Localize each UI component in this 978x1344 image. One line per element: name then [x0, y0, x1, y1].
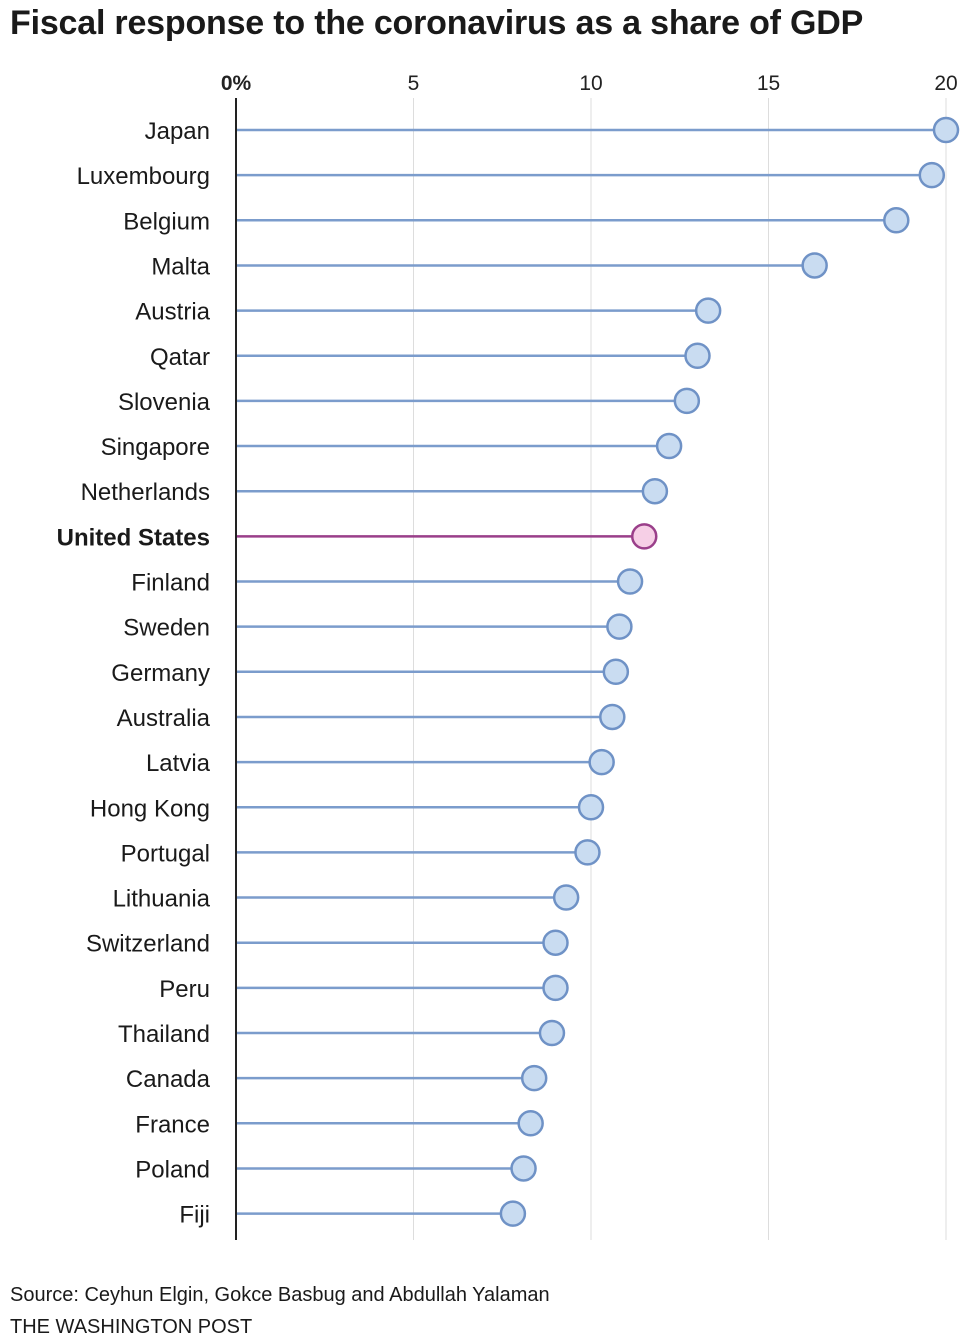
- category-label-switzerland: Switzerland: [86, 931, 210, 958]
- lollipop-thailand: [237, 1019, 566, 1047]
- dot-australia: [599, 703, 626, 731]
- dot-switzerland: [542, 929, 569, 956]
- dot-singapore: [655, 432, 683, 460]
- lollipop-japan: [237, 116, 960, 144]
- category-label-portugal: Portugal: [121, 840, 210, 867]
- lollipop-latvia: [237, 748, 615, 776]
- category-label-qatar: Qatar: [150, 344, 210, 371]
- chart-title: Fiscal response to the coronavirus as a …: [10, 4, 864, 42]
- source-note: Source: Ceyhun Elgin, Gokce Basbug and A…: [10, 1284, 550, 1306]
- dot-poland: [510, 1155, 537, 1182]
- lollipop-hong-kong: [237, 794, 605, 821]
- gridlines: [413, 98, 947, 1240]
- lollipop-malta: [237, 252, 828, 279]
- dot-france: [517, 1110, 544, 1137]
- tick-label-15: 15: [757, 72, 780, 95]
- dot-netherlands: [641, 477, 669, 505]
- lollipop-switzerland: [237, 929, 569, 956]
- lollipop-chart: 0% 5 10 15 20 Japan Luxembourg Belgium Malta Aus…: [57, 72, 960, 1240]
- category-label-hong-kong: Hong Kong: [90, 795, 210, 822]
- dot-united-states: [631, 523, 658, 550]
- dot-japan: [932, 116, 960, 144]
- lollipop-germany: [237, 658, 630, 686]
- category-label-malta: Malta: [151, 253, 210, 280]
- category-label-lithuania: Lithuania: [113, 886, 211, 913]
- category-label-belgium: Belgium: [123, 208, 210, 235]
- lollipop-australia: [237, 703, 626, 731]
- tick-label-10: 10: [579, 72, 602, 95]
- category-label-canada: Canada: [126, 1066, 211, 1093]
- lollipop-sweden: [237, 613, 633, 640]
- category-label-austria: Austria: [135, 299, 210, 326]
- category-label-thailand: Thailand: [118, 1021, 210, 1048]
- lollipop-lithuania: [237, 884, 580, 911]
- category-label-latvia: Latvia: [146, 750, 211, 777]
- category-label-france: France: [135, 1111, 210, 1138]
- category-label-finland: Finland: [131, 570, 210, 597]
- tick-label-0: 0%: [221, 72, 252, 95]
- category-label-sweden: Sweden: [123, 615, 210, 642]
- lollipop-slovenia: [237, 387, 701, 415]
- lollipop-france: [237, 1110, 544, 1137]
- x-axis-ticks: 0% 5 10 15 20: [221, 72, 958, 95]
- dot-austria: [694, 297, 722, 324]
- lollipop-austria: [237, 297, 722, 324]
- category-label-fiji: Fiji: [179, 1202, 210, 1229]
- dot-luxembourg: [918, 161, 946, 189]
- tick-label-20: 20: [934, 72, 957, 95]
- lollipop-united-states: [237, 523, 658, 550]
- dot-portugal: [574, 839, 601, 866]
- lollipop-luxembourg: [237, 161, 946, 189]
- lollipop-peru: [237, 974, 569, 1002]
- category-label-australia: Australia: [117, 705, 211, 732]
- lollipop-singapore: [237, 432, 683, 460]
- category-label-germany: Germany: [111, 660, 210, 687]
- lollipop-qatar: [237, 342, 711, 369]
- dot-qatar: [684, 342, 711, 369]
- dot-slovenia: [673, 387, 701, 415]
- publisher-credit: THE WASHINGTON POST: [10, 1316, 253, 1338]
- tick-label-5: 5: [408, 72, 420, 95]
- lollipop-belgium: [237, 207, 910, 234]
- category-label-luxembourg: Luxembourg: [77, 163, 210, 190]
- category-label-netherlands: Netherlands: [81, 479, 210, 506]
- lollipop-finland: [237, 568, 644, 595]
- dot-finland: [616, 568, 644, 595]
- dot-lithuania: [552, 884, 580, 911]
- lollipop-canada: [237, 1064, 548, 1092]
- dot-sweden: [606, 613, 633, 640]
- category-label-poland: Poland: [135, 1156, 210, 1183]
- category-label-peru: Peru: [159, 976, 210, 1003]
- dot-canada: [520, 1064, 548, 1092]
- lollipop-netherlands: [237, 477, 669, 505]
- dot-peru: [542, 974, 569, 1002]
- category-label-singapore: Singapore: [101, 434, 210, 461]
- lollipop-portugal: [237, 839, 601, 866]
- dot-belgium: [883, 207, 910, 234]
- dot-malta: [801, 252, 828, 279]
- dot-germany: [602, 658, 630, 686]
- dot-hong-kong: [577, 794, 605, 821]
- lollipop-poland: [237, 1155, 537, 1182]
- dot-latvia: [588, 748, 615, 776]
- category-label-united-states: United States: [57, 524, 210, 551]
- category-labels: Japan Luxembourg Belgium Malta Austria Qatar S…: [57, 118, 211, 1229]
- dot-thailand: [538, 1019, 566, 1047]
- category-label-japan: Japan: [145, 118, 210, 145]
- dot-fiji: [499, 1200, 527, 1227]
- category-label-slovenia: Slovenia: [118, 389, 211, 416]
- lollipop-marks: [237, 116, 960, 1227]
- lollipop-fiji: [237, 1200, 527, 1227]
